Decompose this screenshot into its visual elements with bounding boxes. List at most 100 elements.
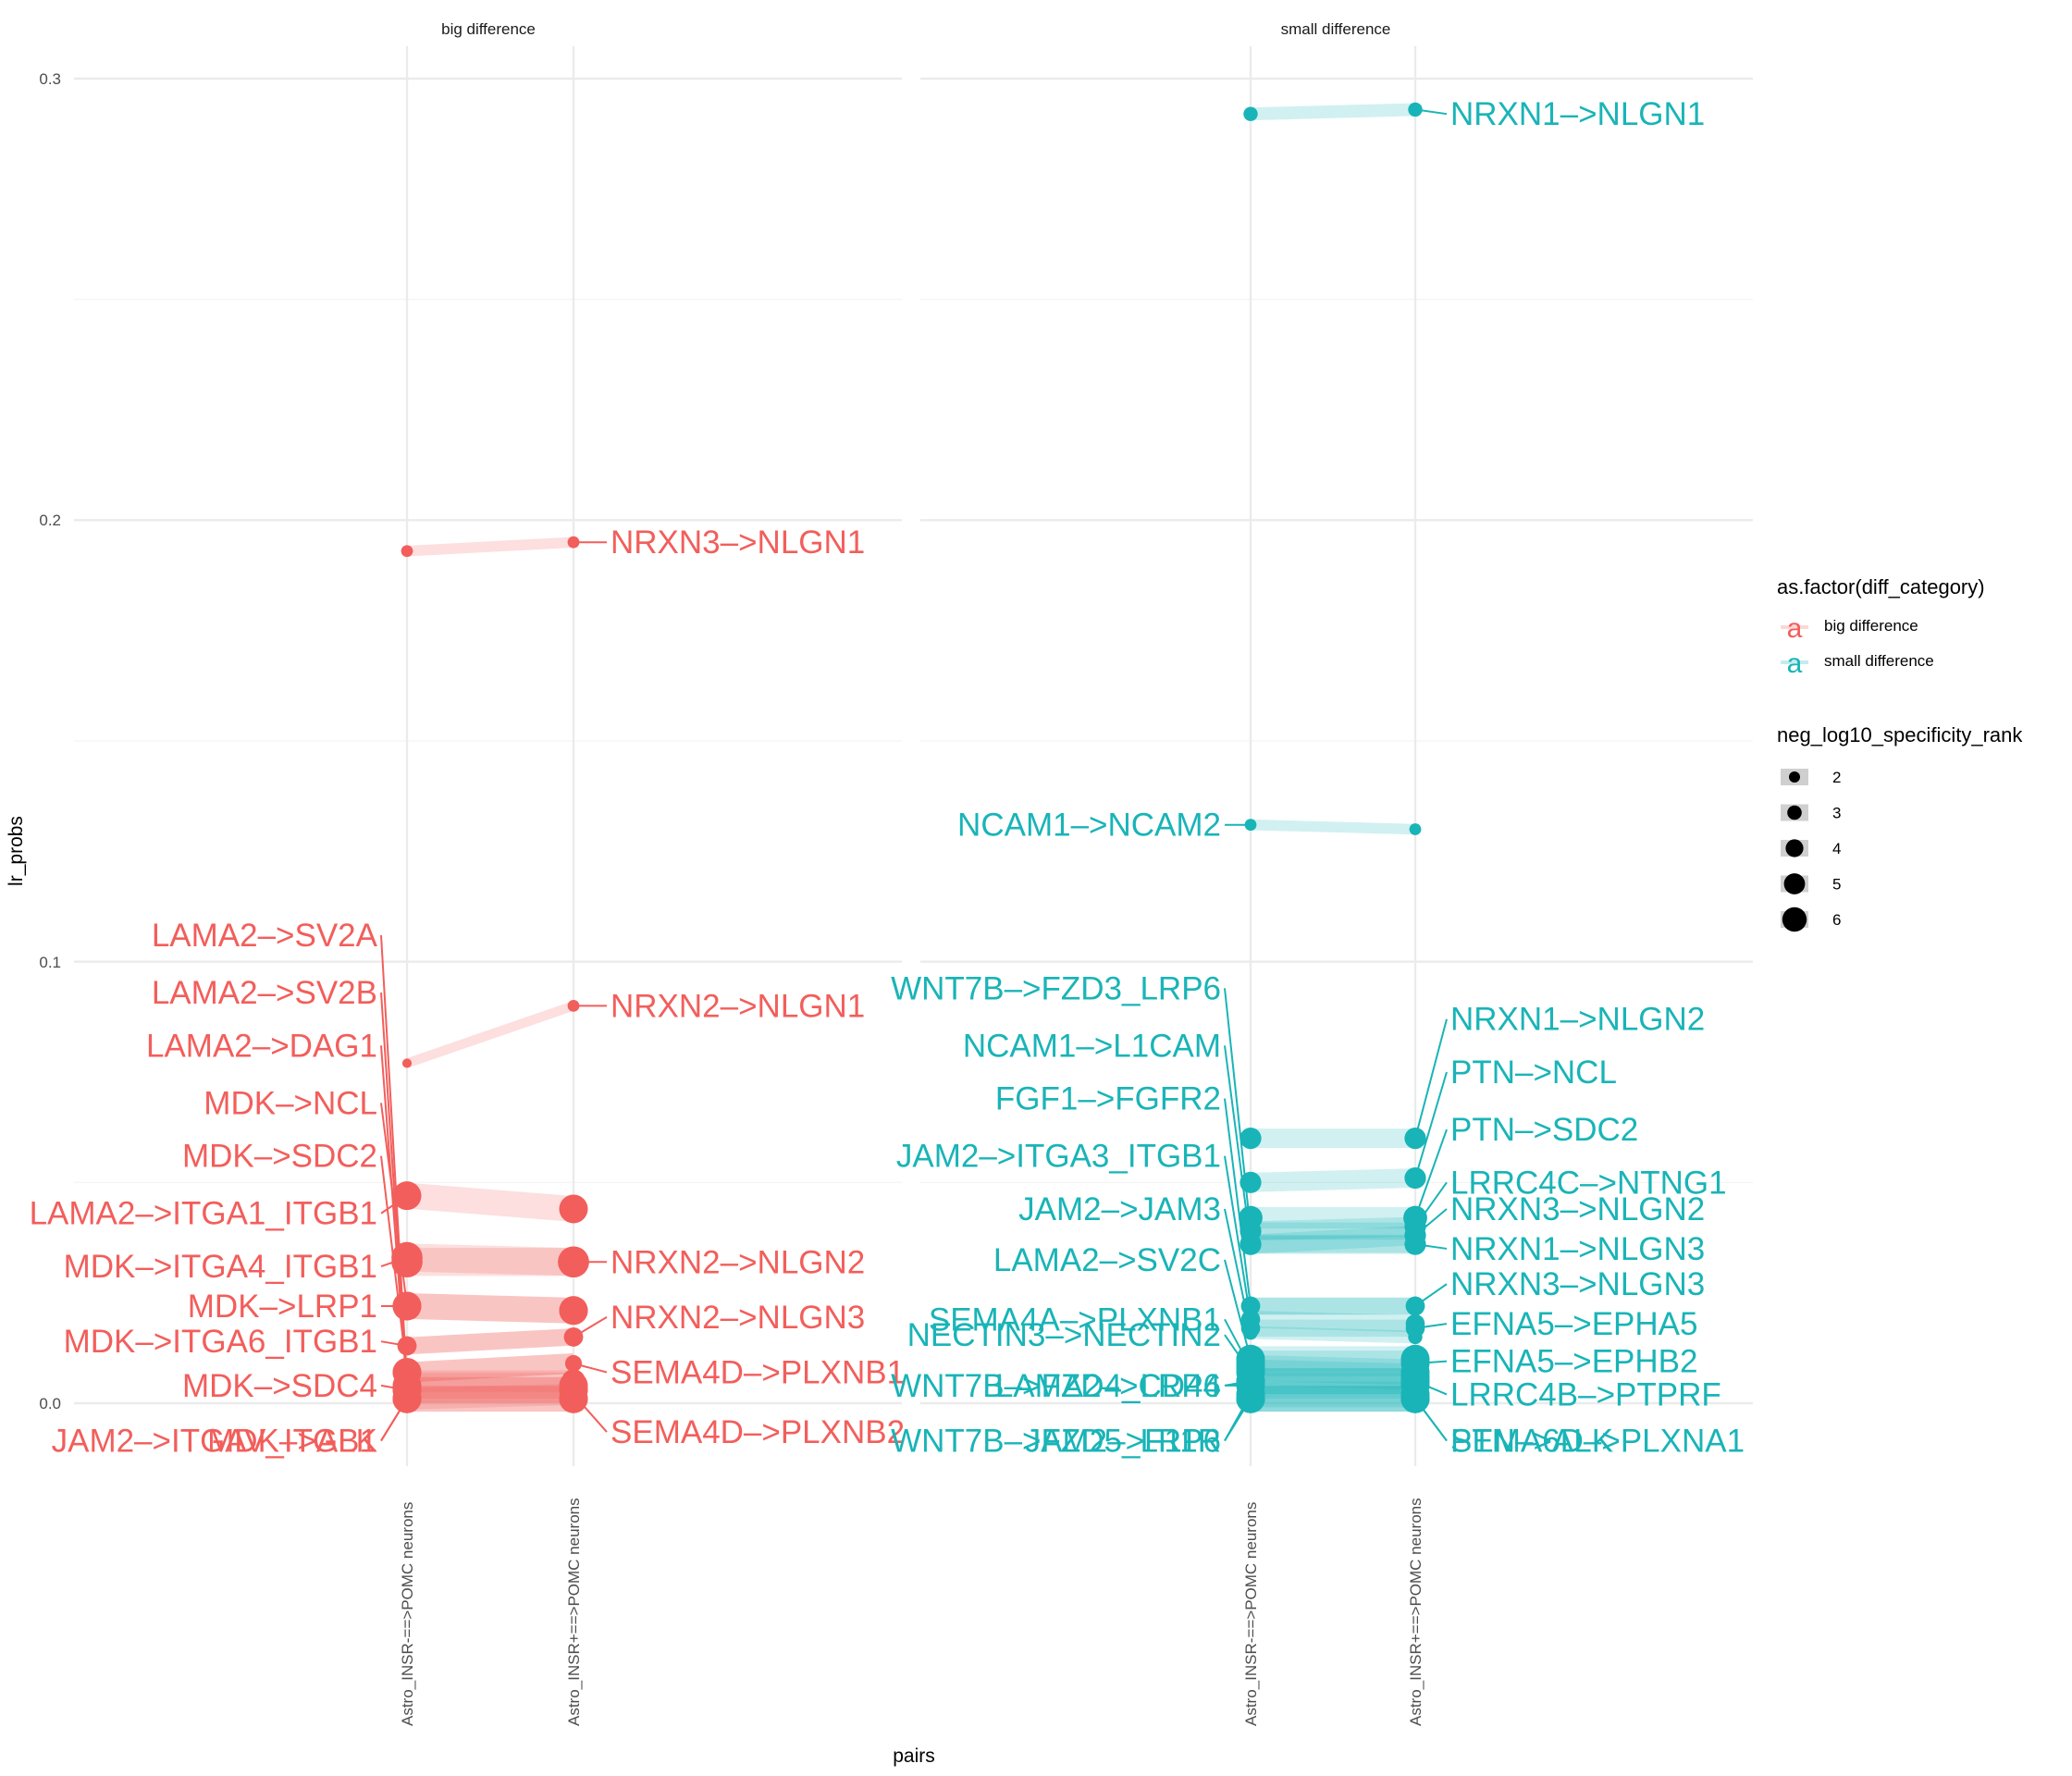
segment-nrxn3-nlgn1 [406, 536, 574, 557]
x-tick-label-right-1: Astro_INSR-==>POMC neurons [1242, 1502, 1260, 1726]
segment-jam2-itga3-itgb1 [1250, 1311, 1416, 1333]
leader-lama2-sv2b [380, 993, 408, 1386]
point-nrxn1-nlgn1-insr-pos [1408, 102, 1423, 117]
point-ncam1-l1cam-insr-neg [1240, 1234, 1261, 1254]
point-wnt7b-fzd3-lrp6-insr-neg [1240, 1221, 1261, 1241]
leader-lama2-sv2c [1224, 1259, 1252, 1360]
label-ptn-alk: PTN–>ALK [1450, 1424, 1613, 1460]
label-lama2-cd44: LAMA2–>CD44 [995, 1368, 1221, 1404]
point-mdk-ncl-insr-pos [559, 1296, 588, 1326]
leader-ptn-ncl [1414, 1071, 1448, 1178]
label-sema4a-plxnb1: SEMA4A–>PLXNB1 [929, 1301, 1221, 1338]
point-mdk-alk-insr-pos [559, 1384, 588, 1413]
point-ncam1-l1cam-insr-pos [1405, 1234, 1425, 1254]
label-jam2-jam3: JAM2–>JAM3 [1018, 1191, 1221, 1227]
label-ptn-ncl: PTN–>NCL [1450, 1054, 1617, 1091]
segment-mdk-itga4-itgb1 [406, 1243, 574, 1276]
label-mdk-sdc2: MDK–>SDC2 [182, 1139, 377, 1175]
label-nrxn3-nlgn3: NRXN3–>NLGN3 [1450, 1266, 1705, 1302]
label-efna5-epha5: EFNA5–>EPHA5 [1450, 1306, 1698, 1342]
label-nrxn1-nlgn2: NRXN1–>NLGN2 [1450, 1002, 1705, 1038]
label-wnt7b-fzd3-lrp6: WNT7B–>FZD3_LRP6 [891, 970, 1221, 1006]
label-wnt7b-fzd5-lrp6: WNT7B–>FZD5_LRP6 [891, 1424, 1221, 1460]
size-legend-dot-5 [1783, 873, 1806, 894]
x-tick-label-left-1: Astro_INSR-==>POMC neurons [399, 1502, 416, 1726]
legend-label-big-difference: big difference [1824, 617, 1918, 635]
size-legend-dot-6 [1782, 906, 1807, 932]
segment-lrrc4c-ntng1 [1250, 1216, 1416, 1241]
legend-label-small-difference: small difference [1824, 652, 1934, 670]
label-mdk-lrp1: MDK–>LRP1 [188, 1289, 377, 1325]
label-sema6d-plxna1: SEMA6D–>PLXNA1 [1450, 1424, 1745, 1460]
leader-jam2-itga3-itgb1 [1224, 1155, 1252, 1320]
segment-mdk-ncl [406, 1293, 574, 1324]
label-jam2-f11r: JAM2–>F11R [1025, 1424, 1221, 1460]
point-mdk-sdc2-insr-pos [565, 1355, 582, 1373]
segment-mdk-sdc2 [406, 1353, 574, 1383]
point-jam2-jam3-insr-pos [1408, 1329, 1423, 1345]
label-lama2-sv2b: LAMA2–>SV2B [152, 975, 377, 1011]
segment-nectin3-nectin2 [1250, 1359, 1416, 1390]
label-nrxn1-nlgn3: NRXN1–>NLGN3 [1450, 1231, 1705, 1267]
label-lama2-sv2a: LAMA2–>SV2A [152, 918, 378, 954]
legend-glyph-big-difference: a [1787, 613, 1803, 644]
label-efna5-ephb2: EFNA5–>EPHB2 [1450, 1344, 1698, 1380]
point-mdk-itga6-itgb1-insr-pos [563, 1327, 584, 1347]
size-legend-label-6: 6 [1832, 911, 1841, 929]
segment-jam2-jam3 [1250, 1326, 1416, 1344]
legend-key-small-difference: a [1781, 648, 1808, 679]
x-axis-title: pairs [893, 1745, 935, 1767]
segment-nrxn1-nlgn1 [1250, 103, 1416, 121]
label-mdk-itga6-itgb1: MDK–>ITGA6_ITGB1 [64, 1324, 377, 1360]
label-ncam1-l1cam: NCAM1–>L1CAM [963, 1028, 1221, 1064]
label-nrxn2-nlgn2: NRXN2–>NLGN2 [610, 1244, 865, 1280]
segment-sema4d-plxnb1 [406, 1353, 574, 1383]
point-mdk-itga6-itgb1-insr-neg [397, 1336, 417, 1356]
segment-mdk-itga6-itgb1 [406, 1328, 574, 1355]
y-tick-label-0: 0.0 [39, 1395, 61, 1412]
point-wnt7b-fzd3-lrp6-insr-pos [1405, 1221, 1425, 1241]
point-nrxn2-nlgn1-insr-pos [567, 1000, 580, 1012]
segment-nrxn3-nlgn2 [1250, 1226, 1416, 1254]
label-nrxn1-nlgn1: NRXN1–>NLGN1 [1450, 96, 1705, 132]
points-layer [391, 102, 1430, 1413]
leader-wnt7b-fzd3-lrp6 [1224, 988, 1252, 1231]
y-tick-label-3: 0.3 [39, 70, 61, 88]
x-tick-label-right-2: Astro_INSR+==>POMC neurons [1407, 1498, 1424, 1726]
label-nrxn3-nlgn1: NRXN3–>NLGN1 [610, 524, 865, 561]
leader-ptn-sdc2 [1414, 1128, 1448, 1218]
size-legend-dot-2 [1789, 771, 1800, 783]
label-sema4d-plxnb2: SEMA4D–>PLXNB2 [610, 1414, 905, 1450]
leader-fgf1-fgfr2 [1224, 1098, 1252, 1307]
label-lama2-dag1: LAMA2–>DAG1 [146, 1028, 377, 1064]
point-nrxn3-nlgn1-insr-pos [567, 536, 580, 549]
size-legend-label-5: 5 [1832, 876, 1841, 894]
label-nrxn2-nlgn3: NRXN2–>NLGN3 [610, 1300, 865, 1336]
size-legend-dot-3 [1787, 805, 1802, 820]
point-ptn-ncl-insr-pos [1404, 1166, 1426, 1190]
point-ncam1-ncam2-insr-pos [1409, 823, 1422, 835]
point-nrxn3-nlgn3-insr-pos [1405, 1296, 1425, 1316]
label-lama2-itga1-itgb1: LAMA2–>ITGA1_ITGB1 [30, 1196, 377, 1232]
label-lama2-sv2c: LAMA2–>SV2C [993, 1242, 1221, 1278]
grid-layer [74, 46, 1753, 1466]
label-nectin3-nectin2: NECTIN3–>NECTIN2 [907, 1317, 1221, 1353]
segment-nrxn2-nlgn3 [406, 1328, 574, 1355]
label-mdk-alk: MDK–>ALK [207, 1424, 377, 1460]
segment-sema4a-plxnb1 [1250, 1354, 1416, 1386]
size-legend-label-4: 4 [1832, 840, 1841, 857]
segments-layer [405, 103, 1416, 1412]
size-legend: 2 3 4 5 6 [1781, 769, 1841, 932]
point-nrxn2-nlgn1-insr-neg [401, 1058, 413, 1068]
legend-size-title: neg_log10_specificity_rank [1777, 723, 2023, 746]
legend-key-big-difference: a [1781, 613, 1808, 644]
size-legend-dot-4 [1785, 839, 1804, 857]
point-nrxn2-nlgn2-insr-neg [391, 1246, 423, 1278]
point-nrxn1-nlgn2-insr-neg [1240, 1128, 1262, 1150]
point-nrxn3-nlgn3-insr-neg [1240, 1296, 1261, 1316]
segment-lama2-itga1-itgb1 [405, 1182, 575, 1222]
point-ncam1-ncam2-insr-neg [1244, 819, 1257, 832]
label-nrxn3-nlgn2: NRXN3–>NLGN2 [1450, 1191, 1705, 1227]
label-jam2-itgav-itgb1: JAM2–>ITGAV_ITGB1 [52, 1424, 377, 1460]
